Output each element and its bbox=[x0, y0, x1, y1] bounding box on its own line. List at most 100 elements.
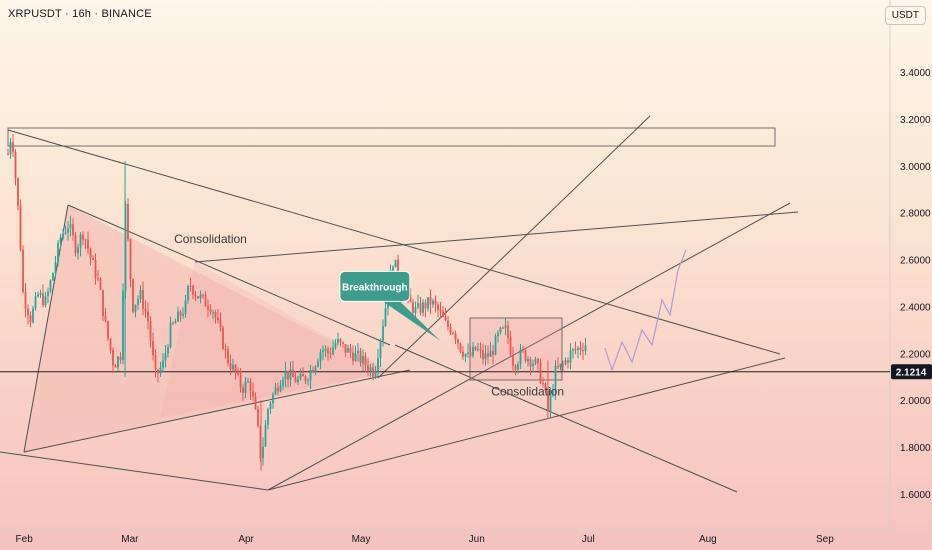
candle-body bbox=[394, 259, 397, 268]
triangle-pattern-fill bbox=[24, 205, 390, 452]
candle-body bbox=[292, 369, 294, 377]
callout-box[interactable] bbox=[339, 270, 411, 302]
currency-badge[interactable]: USDT bbox=[884, 6, 926, 25]
candle-body bbox=[107, 321, 109, 339]
candle-body bbox=[472, 346, 474, 356]
candle-body bbox=[102, 290, 104, 317]
candle-body bbox=[22, 249, 24, 292]
candle-body bbox=[9, 142, 12, 155]
candle-body bbox=[172, 322, 174, 324]
price-tick-label: 3.0000 bbox=[900, 162, 931, 173]
falling-lower-line[interactable] bbox=[394, 344, 738, 493]
candle-body bbox=[584, 345, 587, 352]
candle-body bbox=[17, 178, 19, 206]
candle-body bbox=[54, 262, 57, 274]
candle-body bbox=[137, 298, 139, 305]
candle-body bbox=[59, 237, 62, 244]
inner-triangle-fill bbox=[160, 262, 390, 418]
candle-body bbox=[197, 296, 199, 299]
candle-body bbox=[72, 224, 74, 236]
candle-body bbox=[222, 327, 224, 349]
candle-body bbox=[282, 379, 284, 386]
price-tick-label: 2.4000 bbox=[900, 302, 931, 313]
candle-body bbox=[192, 286, 194, 295]
candle-body bbox=[479, 348, 482, 350]
candle-body bbox=[117, 356, 119, 368]
price-axis: 1.6000 1.8000 2.0000 2.2000 2.4000 2.6000 2.80… bbox=[900, 68, 931, 501]
rising-channel-line[interactable] bbox=[267, 202, 791, 491]
candle-body bbox=[549, 394, 552, 412]
candle-body bbox=[582, 350, 584, 352]
consolidation-top-line[interactable] bbox=[194, 211, 799, 263]
candle-body bbox=[424, 302, 427, 309]
time-tick-label: Apr bbox=[238, 534, 254, 545]
candle-body bbox=[42, 293, 44, 306]
candle-body bbox=[302, 374, 304, 377]
candle-body bbox=[34, 296, 37, 309]
candle-body bbox=[159, 367, 162, 374]
candle-body bbox=[514, 365, 517, 370]
candle-body bbox=[532, 363, 534, 367]
candle-body bbox=[447, 320, 449, 327]
current-price-tag: 2.1214 bbox=[891, 364, 932, 380]
candle-body bbox=[529, 358, 532, 367]
candle-body bbox=[377, 358, 379, 371]
candle-body bbox=[242, 387, 244, 393]
candle-body bbox=[122, 290, 124, 361]
candle-body bbox=[517, 364, 519, 370]
triangle-lower-line[interactable] bbox=[23, 369, 411, 453]
candle-body bbox=[109, 338, 112, 351]
candle-body bbox=[39, 293, 42, 295]
steep-support-line[interactable] bbox=[377, 115, 651, 379]
candle-body bbox=[182, 314, 184, 316]
candle-body bbox=[174, 321, 177, 324]
candle-body bbox=[289, 369, 292, 380]
candle-body bbox=[132, 279, 134, 312]
lower-left-line[interactable] bbox=[0, 451, 269, 491]
candle-body bbox=[339, 339, 342, 343]
candle-body bbox=[552, 390, 554, 395]
candle-body bbox=[92, 257, 94, 260]
time-tick-label: Jun bbox=[469, 534, 485, 545]
candle-body bbox=[199, 294, 202, 299]
candle-body bbox=[64, 232, 67, 234]
candle-body bbox=[212, 312, 214, 314]
descending-resistance-line[interactable] bbox=[7, 129, 781, 355]
candle-body bbox=[512, 354, 514, 366]
candle-body bbox=[454, 333, 457, 340]
resistance-zone[interactable] bbox=[7, 127, 776, 147]
candle-body bbox=[392, 267, 394, 271]
candle-body bbox=[97, 278, 99, 280]
annotation-label: Consolidation bbox=[491, 385, 564, 399]
candle-body bbox=[274, 387, 277, 395]
candle-body bbox=[332, 347, 334, 355]
candle-body bbox=[164, 353, 167, 361]
candle-body bbox=[57, 243, 59, 263]
candle-body bbox=[524, 350, 527, 362]
candle-body bbox=[459, 343, 462, 352]
candle-body bbox=[297, 379, 299, 383]
candle-body bbox=[497, 332, 499, 337]
candle-body bbox=[544, 383, 547, 391]
candle-body bbox=[409, 294, 412, 303]
candle-body bbox=[474, 346, 477, 350]
candle-body bbox=[374, 370, 377, 377]
candle-body bbox=[569, 350, 572, 363]
candle-body bbox=[177, 311, 179, 322]
candle-body bbox=[294, 376, 297, 383]
candle-body bbox=[429, 297, 432, 305]
candle-body bbox=[564, 360, 567, 364]
rising-support-line[interactable] bbox=[267, 357, 786, 491]
candle-body bbox=[162, 360, 164, 368]
symbol-title: XRPUSDT · 16h · BINANCE bbox=[8, 8, 152, 20]
candle-body bbox=[539, 362, 542, 384]
annotations-layer: Consolidation Consolidation Breakthrough bbox=[174, 232, 564, 398]
candle-body bbox=[272, 394, 274, 404]
candle-body bbox=[237, 372, 239, 374]
candle-body bbox=[464, 353, 467, 357]
triangle-upper-line[interactable] bbox=[67, 204, 391, 346]
candle-body bbox=[12, 142, 14, 152]
candle-body bbox=[467, 352, 469, 354]
